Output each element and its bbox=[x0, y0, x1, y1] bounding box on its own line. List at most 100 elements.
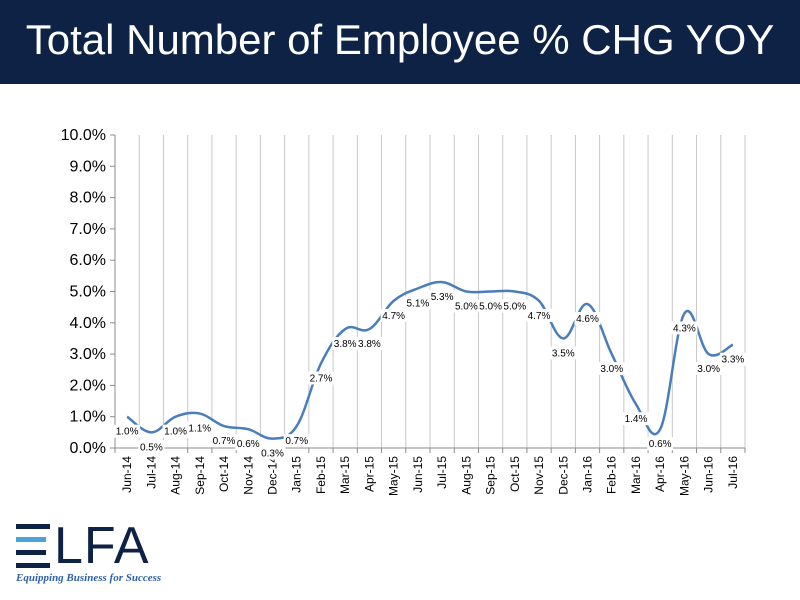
data-label-box bbox=[477, 299, 504, 313]
data-label: 5.0% bbox=[503, 302, 526, 313]
data-label-box bbox=[259, 446, 286, 460]
x-tick-label: Oct-15 bbox=[508, 456, 522, 492]
data-label: 4.7% bbox=[382, 311, 405, 322]
data-label: 0.6% bbox=[649, 439, 672, 450]
data-label: 0.3% bbox=[261, 449, 284, 460]
data-label-box bbox=[574, 312, 601, 326]
x-tick-label: Apr-16 bbox=[653, 456, 667, 492]
y-tick-label: 6.0% bbox=[70, 252, 106, 269]
data-label-box bbox=[453, 299, 480, 313]
line-chart: 0.0% 1.0% 2.0% 3.0% 4.0% 5.0% 6.0% 7.0% 8.0% 9.0%… bbox=[61, 127, 746, 496]
data-label-box bbox=[114, 424, 141, 438]
data-label: 1.4% bbox=[625, 414, 648, 425]
data-label-box bbox=[501, 299, 528, 313]
x-tick-label: Jan-16 bbox=[581, 456, 595, 493]
x-tick-label: Dec-15 bbox=[556, 456, 570, 495]
x-tick-label: Jan-15 bbox=[290, 456, 304, 493]
logo-e-mark bbox=[16, 524, 50, 568]
data-label: 0.7% bbox=[213, 436, 236, 447]
y-tick-label: 3.0% bbox=[70, 346, 106, 363]
data-label-box bbox=[404, 296, 431, 310]
x-tick-label: Jul-14 bbox=[144, 456, 158, 489]
data-label-box bbox=[647, 437, 674, 451]
x-tick-label: Dec-14 bbox=[266, 456, 280, 495]
data-label: 2.7% bbox=[310, 373, 333, 384]
x-tick-label: Apr-15 bbox=[362, 456, 376, 492]
data-label-box bbox=[356, 337, 383, 351]
data-labels: 1.0%0.5%1.0% 1.1%0.7% 0.6%0.3%0.7%2.7%3.8%… bbox=[114, 290, 746, 460]
x-axis: Jun-14 Jul-14 Aug-14 Sep-14 Oct-14 Nov-14 Dec-… bbox=[114, 447, 746, 496]
data-label: 0.5% bbox=[140, 442, 163, 453]
data-label-box bbox=[380, 308, 407, 322]
data-label: 3.0% bbox=[697, 364, 720, 375]
x-tick-label: Sep-15 bbox=[484, 456, 498, 495]
data-label-box bbox=[526, 308, 553, 322]
data-label: 3.3% bbox=[721, 355, 744, 366]
data-label-box bbox=[138, 440, 165, 454]
x-tick-label: Sep-14 bbox=[193, 456, 207, 495]
page-title: Total Number of Employee % CHG YOY bbox=[25, 16, 775, 63]
y-tick-label: 9.0% bbox=[70, 158, 106, 175]
data-label: 4.7% bbox=[528, 311, 551, 322]
data-label: 1.0% bbox=[164, 427, 187, 438]
x-tick-label: Jun-16 bbox=[702, 456, 716, 493]
logo-tagline: Equipping Business for Success bbox=[16, 572, 162, 584]
x-tick-label: Mar-16 bbox=[629, 456, 643, 494]
series-line-group bbox=[126, 280, 734, 440]
data-label: 0.6% bbox=[237, 439, 260, 450]
data-label-box bbox=[235, 437, 262, 451]
x-tick-label: Mar-15 bbox=[338, 456, 352, 494]
data-label: 3.0% bbox=[600, 364, 623, 375]
x-tick-label: May-16 bbox=[677, 456, 691, 496]
data-label-box bbox=[550, 346, 577, 360]
y-tick-label: 5.0% bbox=[70, 284, 106, 301]
x-tick-label: Nov-14 bbox=[241, 456, 255, 495]
data-label: 4.3% bbox=[673, 323, 696, 334]
data-label: 1.1% bbox=[188, 424, 211, 435]
logo-letters: LFA bbox=[54, 517, 150, 575]
data-label-box bbox=[332, 337, 359, 351]
data-label: 5.1% bbox=[406, 298, 429, 309]
x-tick-label: Feb-16 bbox=[605, 456, 619, 494]
x-tick-label: Aug-14 bbox=[169, 456, 183, 495]
elfa-logo: LFA Equipping Business for Success bbox=[14, 520, 184, 590]
data-label: 3.8% bbox=[358, 339, 381, 350]
data-label-box bbox=[671, 321, 698, 335]
y-tick-label: 8.0% bbox=[70, 190, 106, 207]
x-tick-label: Jul-16 bbox=[726, 456, 740, 489]
x-tick-label: May-15 bbox=[387, 456, 401, 496]
data-label: 4.6% bbox=[576, 314, 599, 325]
data-label-box bbox=[622, 412, 649, 426]
x-tick-label: Aug-15 bbox=[459, 456, 473, 495]
data-label: 5.3% bbox=[431, 292, 454, 303]
data-label: 1.0% bbox=[116, 427, 139, 438]
data-label-box bbox=[695, 362, 722, 376]
data-label-box bbox=[429, 290, 456, 304]
y-tick-label: 0.0% bbox=[70, 440, 106, 457]
data-label: 3.8% bbox=[334, 339, 357, 350]
y-tick-label: 2.0% bbox=[70, 377, 106, 394]
data-label-box bbox=[211, 434, 238, 448]
data-label: 0.7% bbox=[285, 436, 308, 447]
y-tick-label: 1.0% bbox=[70, 409, 106, 426]
data-label-box bbox=[719, 352, 746, 366]
data-label-box bbox=[598, 362, 625, 376]
title-banner: Total Number of Employee % CHG YOY bbox=[0, 0, 800, 84]
data-label-box bbox=[283, 434, 310, 448]
y-tick-label: 4.0% bbox=[70, 315, 106, 332]
x-tick-label: Jun-15 bbox=[411, 456, 425, 493]
x-tick-label: Feb-15 bbox=[314, 456, 328, 494]
data-label-box bbox=[186, 421, 213, 435]
data-label: 5.0% bbox=[455, 302, 478, 313]
data-label: 5.0% bbox=[479, 302, 502, 313]
data-label: 3.5% bbox=[552, 348, 575, 359]
y-tick-label: 10.0% bbox=[61, 127, 106, 144]
y-axis: 0.0% 1.0% 2.0% 3.0% 4.0% 5.0% 6.0% 7.0% 8.0% 9.0%… bbox=[61, 127, 116, 457]
series-line bbox=[126, 280, 734, 440]
data-label-box bbox=[162, 424, 189, 438]
x-tick-label: Nov-15 bbox=[532, 456, 546, 495]
x-tick-label: Oct-14 bbox=[217, 456, 231, 492]
x-tick-label: Jul-15 bbox=[435, 456, 449, 489]
x-tick-label: Jun-14 bbox=[120, 456, 134, 493]
y-tick-label: 7.0% bbox=[70, 221, 106, 238]
